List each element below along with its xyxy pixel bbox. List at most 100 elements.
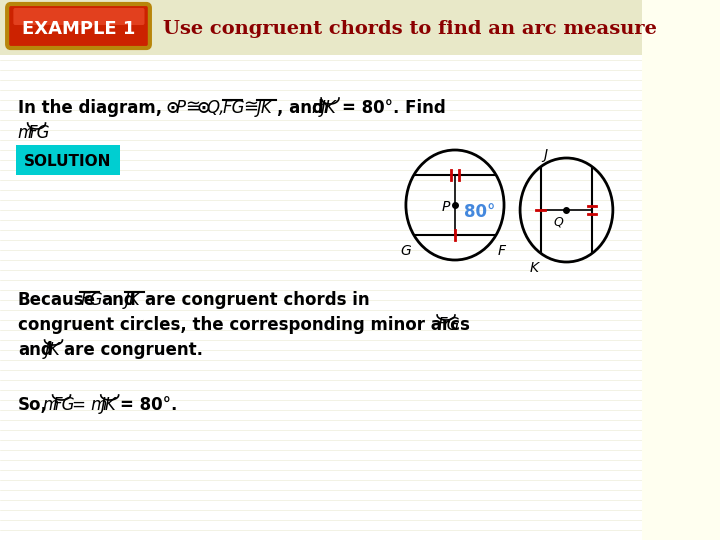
Text: and: and — [18, 341, 53, 359]
Bar — [0, 460, 642, 465]
Text: JK: JK — [101, 396, 117, 414]
Bar — [0, 100, 642, 105]
Bar — [0, 310, 642, 315]
Text: are congruent.: are congruent. — [64, 341, 203, 359]
FancyBboxPatch shape — [0, 55, 642, 540]
Text: Q: Q — [554, 215, 564, 228]
Bar — [0, 30, 642, 35]
Bar — [0, 370, 642, 375]
Bar — [0, 90, 642, 95]
Bar — [0, 520, 642, 525]
Text: J: J — [544, 148, 548, 162]
Bar — [0, 430, 642, 435]
Bar — [0, 140, 642, 145]
Bar — [0, 510, 642, 515]
Text: ≅: ≅ — [243, 99, 258, 117]
Bar — [0, 340, 642, 345]
Text: FG: FG — [437, 316, 459, 334]
Text: P: P — [176, 99, 186, 117]
Text: ⊙: ⊙ — [166, 99, 180, 117]
Text: P: P — [441, 200, 449, 214]
Bar — [0, 470, 642, 475]
Bar — [0, 450, 642, 455]
Bar — [0, 500, 642, 505]
Bar — [0, 130, 642, 135]
FancyBboxPatch shape — [16, 145, 120, 175]
Bar — [0, 250, 642, 255]
Text: G: G — [400, 244, 410, 258]
Bar — [0, 40, 642, 45]
Bar — [0, 280, 642, 285]
Bar — [0, 480, 642, 485]
Bar — [0, 320, 642, 325]
Text: congruent circles, the corresponding minor arcs: congruent circles, the corresponding min… — [18, 316, 469, 334]
Text: JK: JK — [45, 341, 60, 359]
Text: FG: FG — [27, 124, 50, 142]
Bar — [0, 530, 642, 535]
Text: Q,: Q, — [206, 99, 225, 117]
Text: 80°: 80° — [464, 203, 495, 221]
Bar — [0, 200, 642, 205]
Bar — [0, 180, 642, 185]
Text: m: m — [42, 396, 59, 414]
Text: ⊙: ⊙ — [197, 99, 210, 117]
FancyBboxPatch shape — [7, 4, 150, 48]
Bar — [0, 210, 642, 215]
Text: JK: JK — [125, 291, 140, 309]
Text: EXAMPLE 1: EXAMPLE 1 — [22, 20, 135, 38]
Text: In the diagram,: In the diagram, — [18, 99, 162, 117]
Bar — [0, 440, 642, 445]
Bar — [0, 80, 642, 85]
Bar — [0, 380, 642, 385]
Bar — [0, 10, 642, 15]
Text: JK: JK — [321, 99, 337, 117]
Text: So,: So, — [18, 396, 48, 414]
Bar — [0, 220, 642, 225]
Bar — [0, 20, 642, 25]
Bar — [0, 150, 642, 155]
Bar — [0, 240, 642, 245]
Bar — [0, 110, 642, 115]
FancyBboxPatch shape — [0, 0, 642, 55]
Bar — [0, 290, 642, 295]
Bar — [0, 330, 642, 335]
Bar — [0, 230, 642, 235]
Bar — [0, 360, 642, 365]
Text: F: F — [498, 244, 505, 258]
Bar — [0, 70, 642, 75]
Bar — [0, 420, 642, 425]
Text: Because: Because — [18, 291, 96, 309]
Text: = m: = m — [72, 396, 107, 414]
Bar — [0, 260, 642, 265]
Text: Use congruent chords to find an arc measure: Use congruent chords to find an arc meas… — [163, 20, 657, 38]
Bar — [0, 490, 642, 495]
Text: K: K — [530, 261, 539, 275]
Text: FG: FG — [53, 396, 75, 414]
Bar — [0, 60, 642, 65]
Text: SOLUTION: SOLUTION — [24, 153, 112, 168]
Text: FG: FG — [223, 99, 246, 117]
Bar — [0, 390, 642, 395]
Bar — [0, 270, 642, 275]
FancyBboxPatch shape — [14, 8, 145, 25]
Bar — [0, 120, 642, 125]
Text: and: and — [101, 291, 135, 309]
Text: m: m — [18, 124, 34, 142]
Text: m: m — [311, 99, 328, 117]
Text: JK: JK — [257, 99, 273, 117]
Bar — [0, 160, 642, 165]
Text: = 80°. Find: = 80°. Find — [342, 99, 446, 117]
Text: FG: FG — [81, 291, 103, 309]
Bar — [0, 350, 642, 355]
Bar — [0, 0, 642, 5]
Bar — [0, 410, 642, 415]
Text: = 80°.: = 80°. — [120, 396, 178, 414]
Bar — [0, 300, 642, 305]
Bar — [0, 170, 642, 175]
Text: ≅: ≅ — [184, 99, 199, 117]
Bar — [0, 400, 642, 405]
Text: are congruent chords in: are congruent chords in — [145, 291, 370, 309]
Bar — [0, 190, 642, 195]
Text: , and: , and — [277, 99, 324, 117]
Bar — [0, 50, 642, 55]
